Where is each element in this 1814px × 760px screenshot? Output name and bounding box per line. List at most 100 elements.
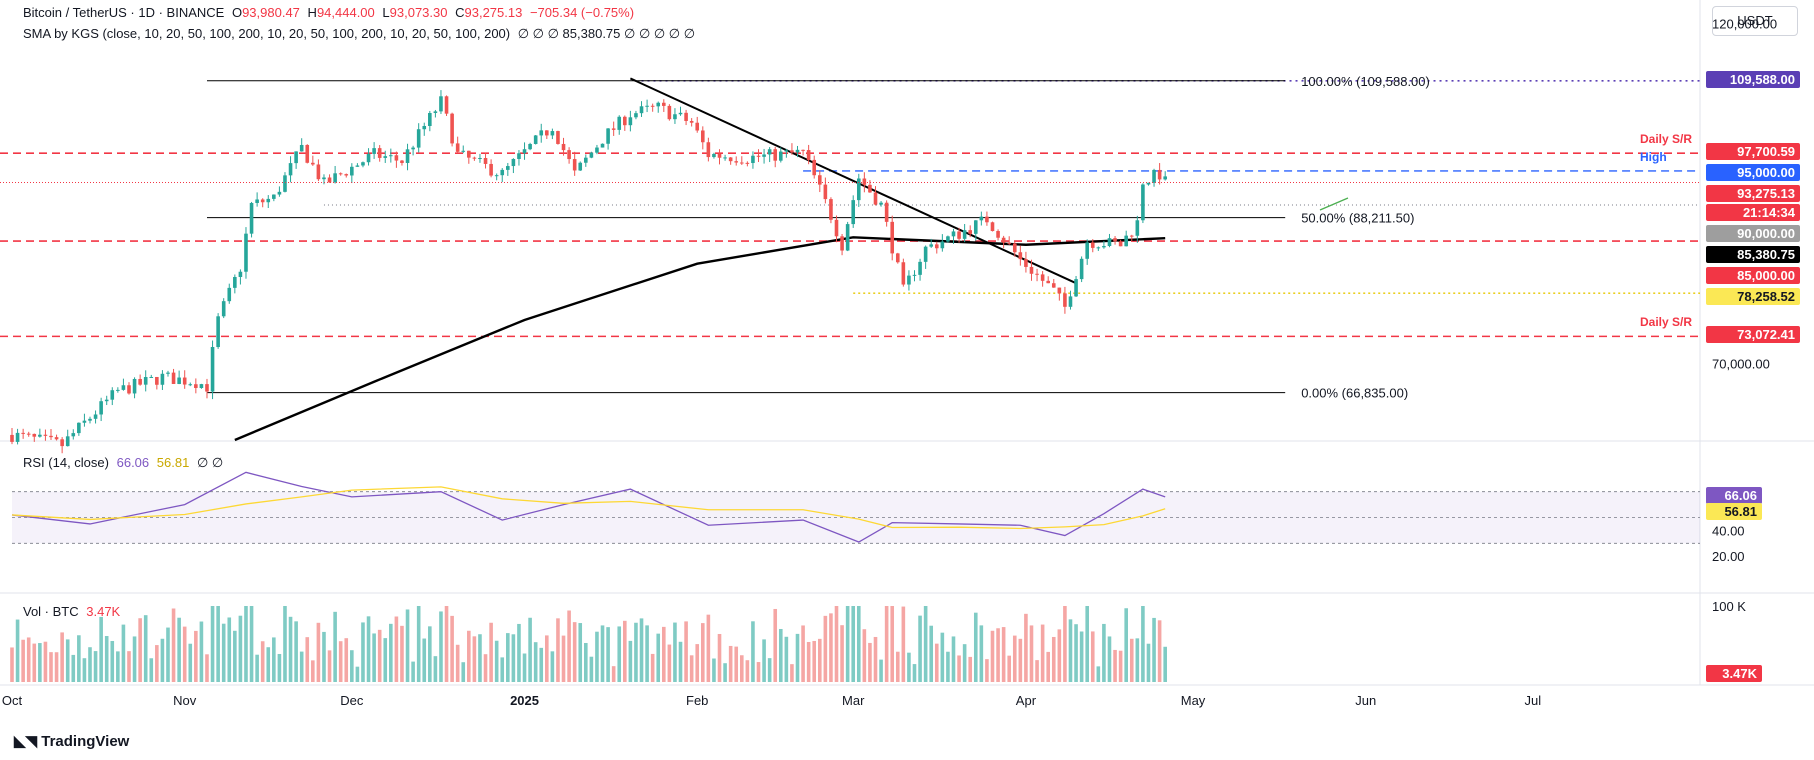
candle-body [15,432,20,442]
candle-body [1024,259,1028,267]
volume-bar [10,647,14,682]
volume-bar [929,625,934,682]
volume-bar [1113,649,1117,682]
volume-bar [238,615,243,682]
candle-body [1007,242,1012,244]
volume-bar [411,661,415,682]
volume-bar [366,616,371,682]
volume-bar [121,624,126,682]
trendline [629,77,1077,285]
candle-body [294,151,298,164]
candle-body [751,155,755,164]
tradingview-logo[interactable]: ◣◥ TradingView [14,733,130,750]
currency-button[interactable]: USDT [1712,6,1798,36]
fib-label: 50.00% (88,211.50) [1301,211,1414,226]
candle-body [689,120,694,123]
volume-bar [294,621,298,682]
volume-bar [806,641,811,682]
volume-bar [645,625,649,682]
candle-body [667,105,672,120]
volume-bar [851,606,856,682]
volume-label: Vol · BTC [23,604,79,619]
candle-body [1079,258,1084,280]
volume-bar [801,625,805,682]
volume-bar [1146,643,1151,682]
volume-bar [1141,606,1145,682]
candle-body [116,389,120,391]
volume-bar [1107,636,1112,682]
volume-bar [166,627,170,682]
volume-bar [990,630,995,682]
volume-bar [177,617,181,682]
volume-bar [845,606,850,682]
candle-body [595,147,599,153]
candle-body [829,199,833,220]
volume-bar [182,626,187,682]
volume-header[interactable]: Vol · BTC 3.47K [23,604,124,619]
volume-bar [756,662,761,682]
volume-bar [444,606,449,682]
candle-body [155,376,159,385]
candle-body [1096,247,1101,249]
candle-body [372,148,376,154]
candle-body [712,153,716,158]
candle-body [177,377,181,384]
volume-bar [461,662,466,682]
candle-body [567,150,571,160]
fib-label: 0.00% (66,835.00) [1301,386,1408,401]
volume-bar [433,656,438,682]
candle-body [400,160,404,163]
rsi-extra: ∅ ∅ [196,455,224,470]
candle-body [260,199,265,203]
candle-body [478,158,482,160]
candle-body [266,198,271,203]
rsi-header[interactable]: RSI (14, close) 66.06 56.81 ∅ ∅ [23,455,227,471]
candle-body [99,401,103,415]
volume-bar [322,631,326,682]
volume-bar [350,650,354,682]
volume-bar [706,614,711,682]
volume-bar [316,622,321,682]
candle-body [327,177,332,183]
volume-bar [455,644,460,682]
volume-bar [494,640,499,682]
volume-bar [517,623,521,682]
volume-bar [1085,606,1089,682]
volume-bar [823,615,828,682]
candle-body [355,165,360,167]
volume-bar [1074,624,1078,682]
volume-bar [233,630,237,682]
candle-body [739,162,744,164]
candle-body [589,152,594,158]
volume-bar [829,613,833,682]
candle-body [489,163,493,176]
candle-body [934,244,939,249]
candle-body [673,114,677,120]
candle-body [923,246,928,262]
volume-bar [539,647,544,682]
candle-body [662,102,666,106]
volume-bar [38,643,42,682]
candle-body [188,384,193,386]
volume-bar [1007,655,1012,682]
volume-bar [405,609,410,682]
candle-body [233,276,237,288]
volume-bar [784,636,789,682]
volume-bar [1029,625,1034,682]
volume-bar [1046,651,1050,682]
volume-bar [15,619,20,682]
candle-body [973,220,978,234]
volume-bar [1163,646,1167,682]
volume-bar [288,616,293,682]
time-tick-label: May [1181,693,1206,708]
candle-body [1090,242,1095,248]
volume-bar [1090,631,1095,682]
volume-bar [884,606,889,682]
candle-body [1085,242,1089,259]
candle-body [132,378,137,394]
candle-body [405,149,410,163]
sma-header[interactable]: SMA by KGS (close, 10, 20, 50, 100, 200,… [23,26,699,42]
volume-bar [1096,666,1101,682]
candle-body [611,128,616,130]
